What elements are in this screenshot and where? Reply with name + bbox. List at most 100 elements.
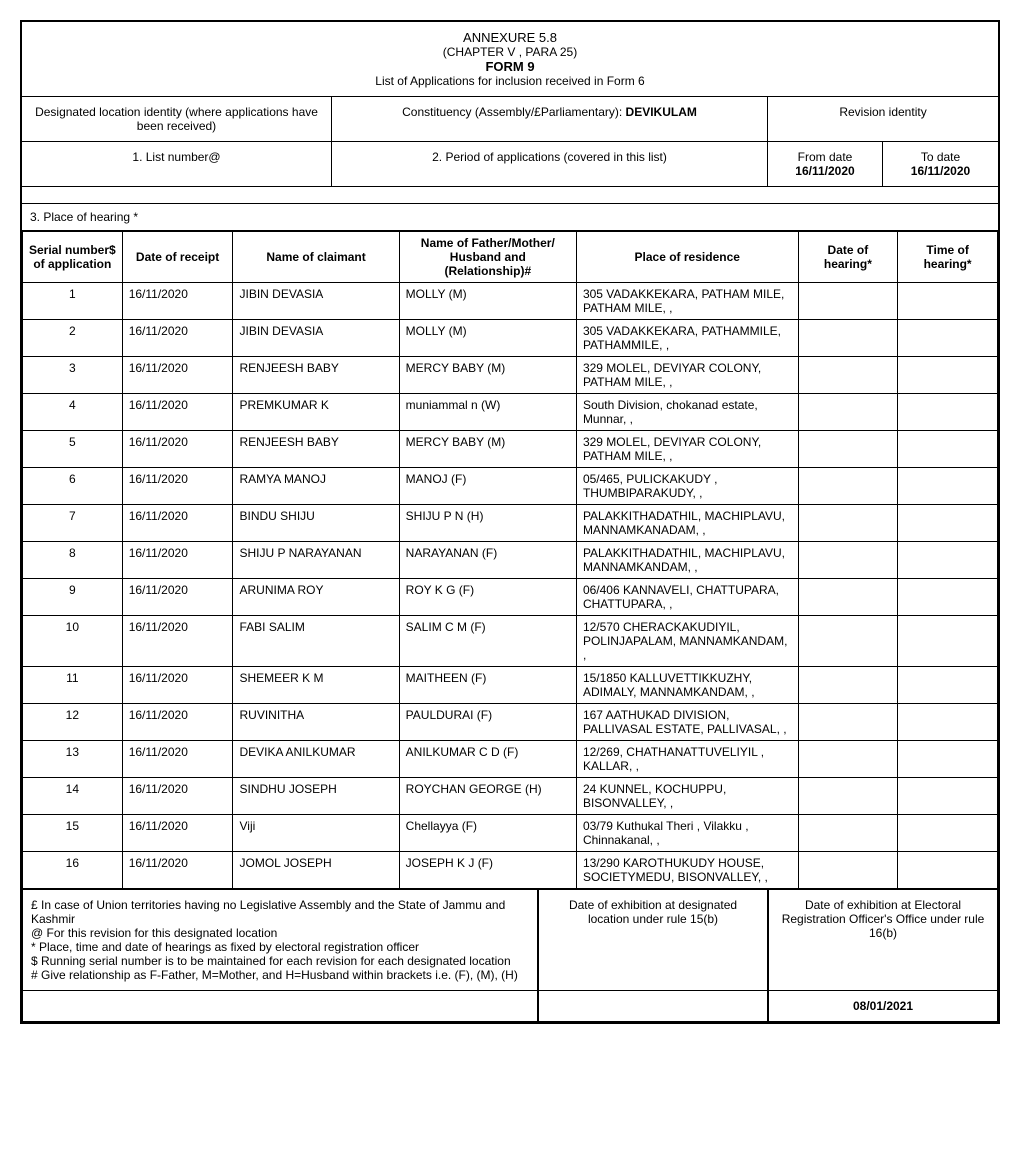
cell-toh bbox=[898, 741, 998, 778]
cell-date: 16/11/2020 bbox=[122, 468, 233, 505]
cell-relation: SALIM C M (F) bbox=[399, 616, 576, 667]
col-residence: Place of residence bbox=[576, 232, 798, 283]
cell-doh bbox=[798, 579, 898, 616]
constituency-value: DEVIKULAM bbox=[626, 105, 697, 119]
cell-serial: 15 bbox=[23, 815, 123, 852]
cell-toh bbox=[898, 542, 998, 579]
cell-relation: MOLLY (M) bbox=[399, 320, 576, 357]
cell-doh bbox=[798, 741, 898, 778]
cell-relation: PAULDURAI (F) bbox=[399, 704, 576, 741]
col-doh: Date of hearing* bbox=[798, 232, 898, 283]
cell-serial: 12 bbox=[23, 704, 123, 741]
cell-relation: MAITHEEN (F) bbox=[399, 667, 576, 704]
cell-relation: Chellayya (F) bbox=[399, 815, 576, 852]
cell-toh bbox=[898, 579, 998, 616]
cell-claimant: JIBIN DEVASIA bbox=[233, 320, 399, 357]
cell-serial: 8 bbox=[23, 542, 123, 579]
cell-doh bbox=[798, 320, 898, 357]
info-row-2: 1. List number@ 2. Period of application… bbox=[22, 142, 998, 187]
col-serial: Serial number$ of application bbox=[23, 232, 123, 283]
cell-date: 16/11/2020 bbox=[122, 505, 233, 542]
header-block: ANNEXURE 5.8 (CHAPTER V , PARA 25) FORM … bbox=[22, 22, 998, 97]
cell-claimant: Viji bbox=[233, 815, 399, 852]
table-row: 1016/11/2020FABI SALIMSALIM C M (F)12/57… bbox=[23, 616, 998, 667]
cell-serial: 6 bbox=[23, 468, 123, 505]
footer-notes: £ In case of Union territories having no… bbox=[22, 889, 538, 991]
cell-relation: JOSEPH K J (F) bbox=[399, 852, 576, 889]
cell-claimant: PREMKUMAR K bbox=[233, 394, 399, 431]
cell-date: 16/11/2020 bbox=[122, 283, 233, 320]
cell-toh bbox=[898, 431, 998, 468]
cell-relation: ROY K G (F) bbox=[399, 579, 576, 616]
cell-doh bbox=[798, 431, 898, 468]
cell-residence: PALAKKITHADATHIL, MACHIPLAVU, MANNAMKAND… bbox=[576, 542, 798, 579]
constituency-label: Constituency (Assembly/£Parliamentary): bbox=[402, 105, 625, 119]
chapter-ref: (CHAPTER V , PARA 25) bbox=[30, 45, 990, 59]
table-row: 1216/11/2020RUVINITHAPAULDURAI (F)167 AA… bbox=[23, 704, 998, 741]
cell-toh bbox=[898, 852, 998, 889]
cell-relation: MERCY BABY (M) bbox=[399, 431, 576, 468]
cell-residence: 305 VADAKKEKARA, PATHAM MILE, PATHAM MIL… bbox=[576, 283, 798, 320]
cell-claimant: SHEMEER K M bbox=[233, 667, 399, 704]
to-date-label: To date bbox=[891, 150, 990, 164]
cell-doh bbox=[798, 852, 898, 889]
cell-doh bbox=[798, 468, 898, 505]
footer-row-2: 08/01/2021 bbox=[22, 991, 998, 1022]
cell-residence: 329 MOLEL, DEVIYAR COLONY, PATHAM MILE, … bbox=[576, 431, 798, 468]
cell-residence: 167 AATHUKAD DIVISION, PALLIVASAL ESTATE… bbox=[576, 704, 798, 741]
cell-residence: 13/290 KAROTHUKUDY HOUSE, SOCIETYMEDU, B… bbox=[576, 852, 798, 889]
cell-toh bbox=[898, 505, 998, 542]
cell-claimant: JOMOL JOSEPH bbox=[233, 852, 399, 889]
cell-date: 16/11/2020 bbox=[122, 852, 233, 889]
form-number: FORM 9 bbox=[30, 59, 990, 74]
cell-toh bbox=[898, 616, 998, 667]
cell-claimant: RENJEESH BABY bbox=[233, 357, 399, 394]
cell-residence: 329 MOLEL, DEVIYAR COLONY, PATHAM MILE, … bbox=[576, 357, 798, 394]
period-label: 2. Period of applications (covered in th… bbox=[332, 142, 768, 186]
cell-date: 16/11/2020 bbox=[122, 616, 233, 667]
table-row: 1516/11/2020VijiChellayya (F)03/79 Kuthu… bbox=[23, 815, 998, 852]
from-date-value: 16/11/2020 bbox=[776, 164, 874, 178]
cell-date: 16/11/2020 bbox=[122, 667, 233, 704]
table-row: 1116/11/2020SHEMEER K MMAITHEEN (F)15/18… bbox=[23, 667, 998, 704]
table-row: 716/11/2020BINDU SHIJUSHIJU P N (H)PALAK… bbox=[23, 505, 998, 542]
cell-serial: 5 bbox=[23, 431, 123, 468]
cell-residence: 12/269, CHATHANATTUVELIYIL , KALLAR, , bbox=[576, 741, 798, 778]
col-toh: Time of hearing* bbox=[898, 232, 998, 283]
cell-relation: MERCY BABY (M) bbox=[399, 357, 576, 394]
cell-claimant: SHIJU P NARAYANAN bbox=[233, 542, 399, 579]
cell-toh bbox=[898, 704, 998, 741]
cell-serial: 14 bbox=[23, 778, 123, 815]
designated-location-label: Designated location identity (where appl… bbox=[22, 97, 332, 141]
cell-doh bbox=[798, 616, 898, 667]
table-row: 916/11/2020ARUNIMA ROYROY K G (F)06/406 … bbox=[23, 579, 998, 616]
table-header-row: Serial number$ of application Date of re… bbox=[23, 232, 998, 283]
info-row-1: Designated location identity (where appl… bbox=[22, 97, 998, 142]
cell-date: 16/11/2020 bbox=[122, 542, 233, 579]
from-date-label: From date bbox=[776, 150, 874, 164]
cell-relation: MANOJ (F) bbox=[399, 468, 576, 505]
cell-toh bbox=[898, 357, 998, 394]
cell-toh bbox=[898, 320, 998, 357]
cell-residence: 03/79 Kuthukal Theri , Vilakku , Chinnak… bbox=[576, 815, 798, 852]
cell-serial: 10 bbox=[23, 616, 123, 667]
cell-serial: 4 bbox=[23, 394, 123, 431]
cell-doh bbox=[798, 778, 898, 815]
cell-toh bbox=[898, 815, 998, 852]
cell-claimant: SINDHU JOSEPH bbox=[233, 778, 399, 815]
cell-date: 16/11/2020 bbox=[122, 394, 233, 431]
table-row: 1616/11/2020JOMOL JOSEPHJOSEPH K J (F)13… bbox=[23, 852, 998, 889]
cell-serial: 9 bbox=[23, 579, 123, 616]
cell-date: 16/11/2020 bbox=[122, 741, 233, 778]
cell-date: 16/11/2020 bbox=[122, 815, 233, 852]
cell-claimant: DEVIKA ANILKUMAR bbox=[233, 741, 399, 778]
col-claimant: Name of claimant bbox=[233, 232, 399, 283]
cell-toh bbox=[898, 394, 998, 431]
cell-residence: 305 VADAKKEKARA, PATHAMMILE, PATHAMMILE,… bbox=[576, 320, 798, 357]
table-row: 416/11/2020PREMKUMAR Kmuniammal n (W)Sou… bbox=[23, 394, 998, 431]
cell-relation: muniammal n (W) bbox=[399, 394, 576, 431]
cell-relation: ROYCHAN GEORGE (H) bbox=[399, 778, 576, 815]
cell-date: 16/11/2020 bbox=[122, 357, 233, 394]
table-row: 616/11/2020RAMYA MANOJMANOJ (F)05/465, P… bbox=[23, 468, 998, 505]
cell-relation: MOLLY (M) bbox=[399, 283, 576, 320]
